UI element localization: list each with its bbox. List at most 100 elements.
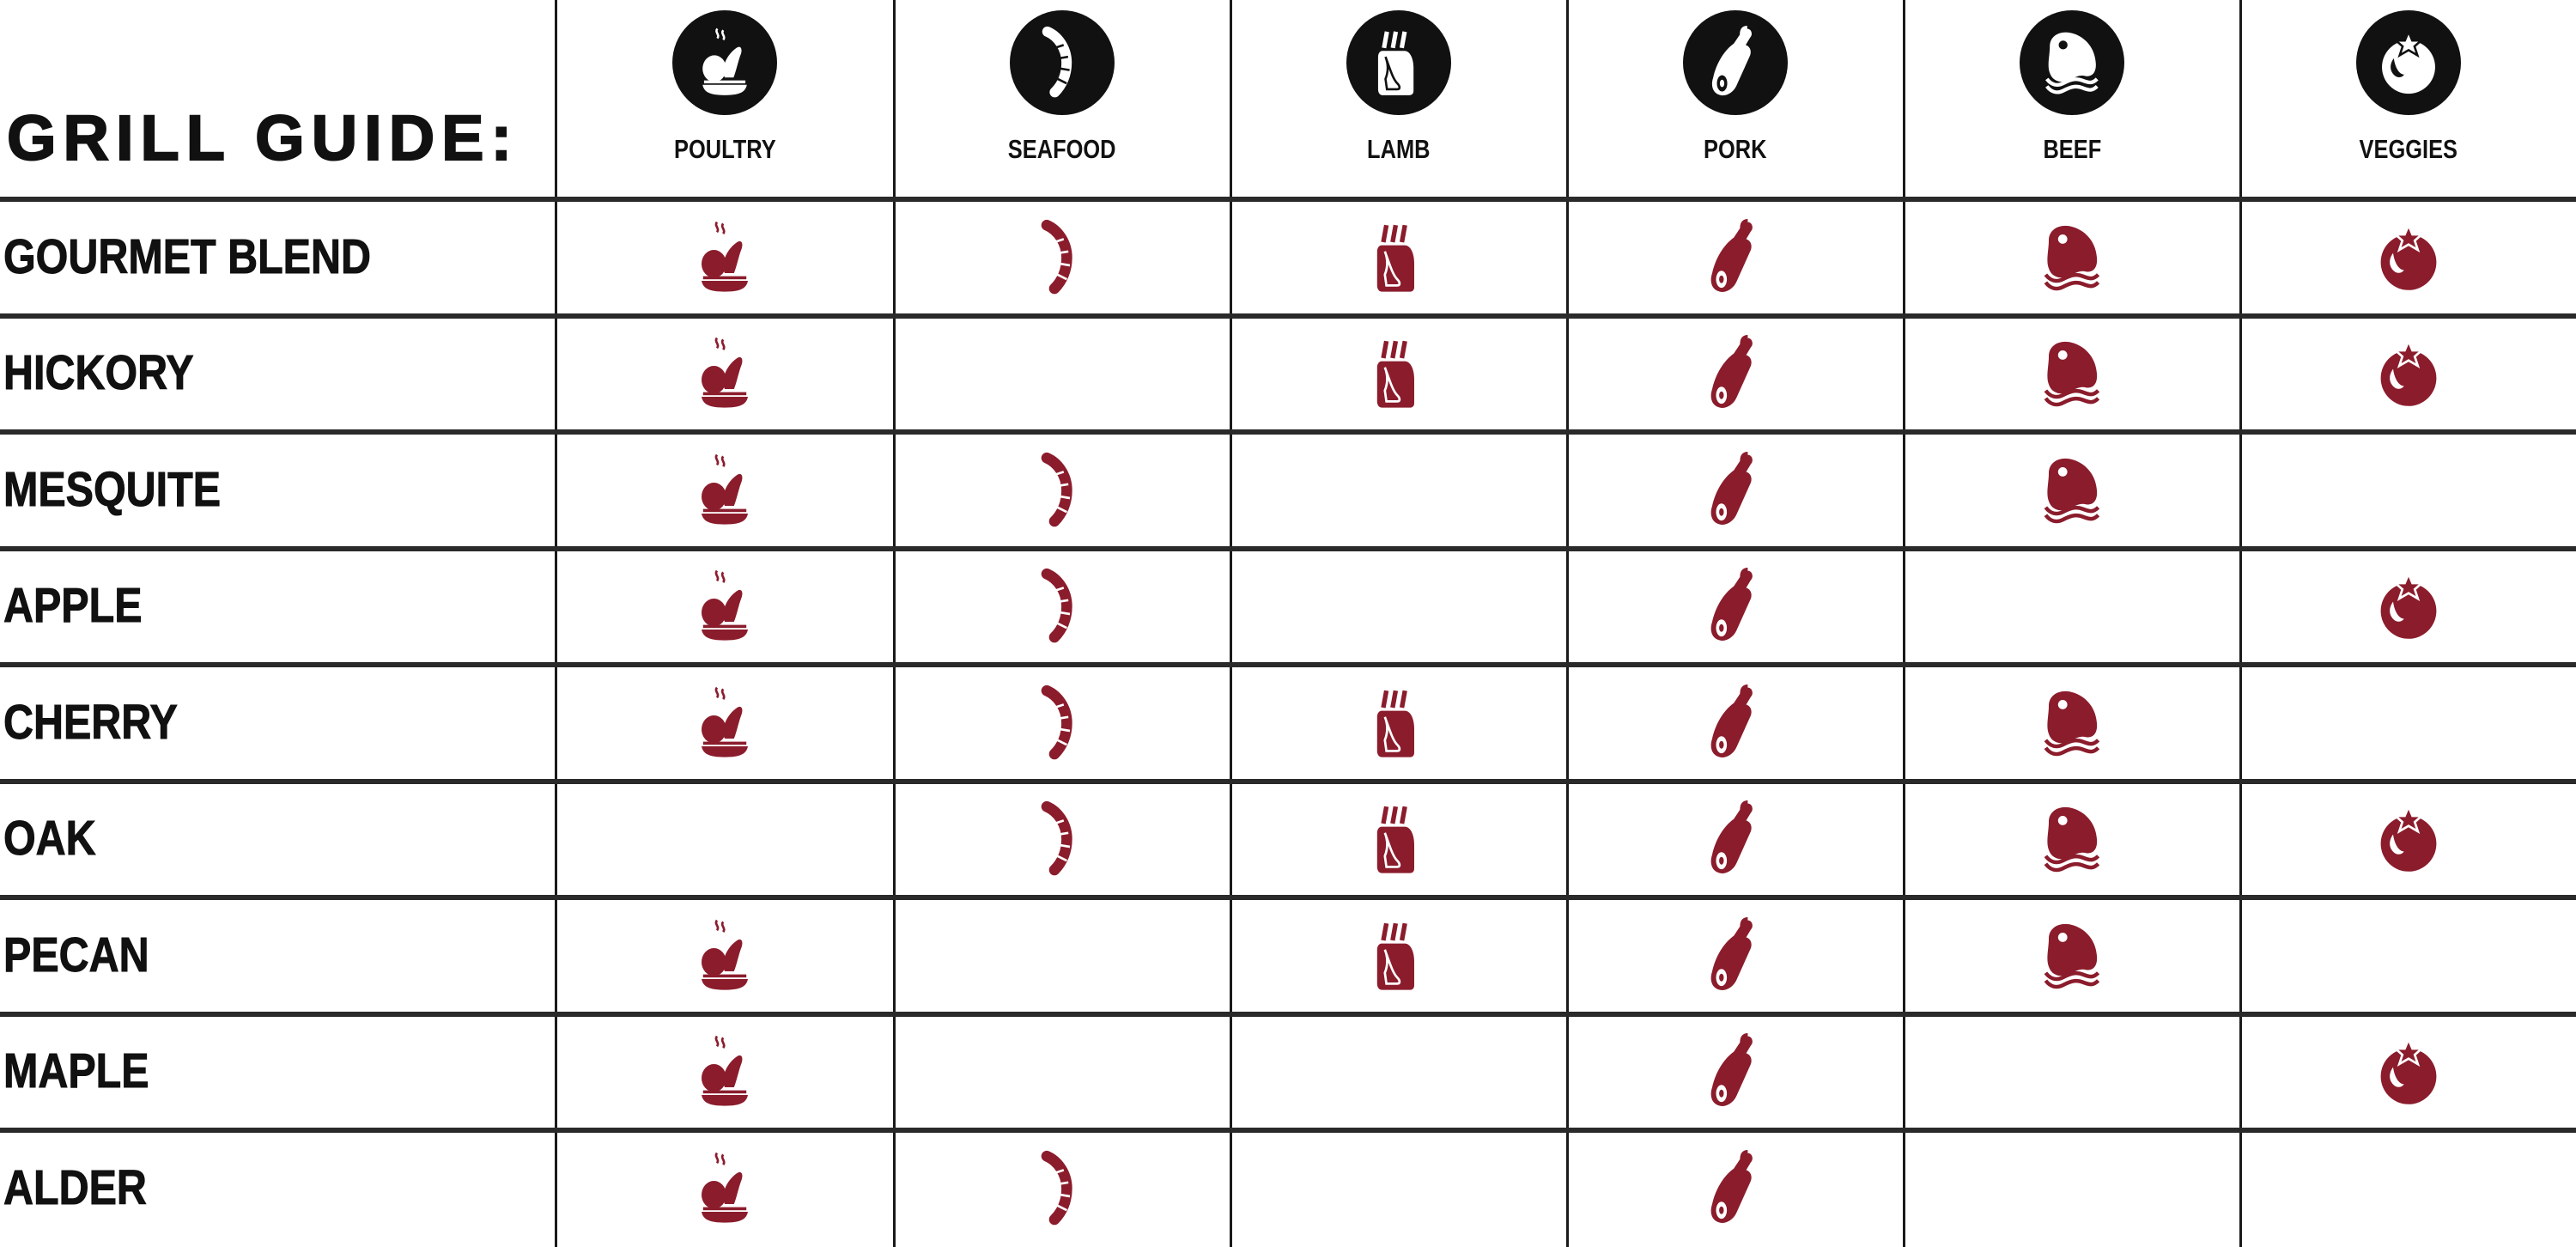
column-divider: [2239, 0, 2242, 1247]
row-divider: [0, 429, 2576, 435]
pairing-cell: [556, 665, 894, 782]
ham-icon: [1710, 335, 1753, 409]
pairing-cell: [894, 199, 1230, 316]
poultry-icon: [702, 338, 748, 408]
row-divider: [0, 313, 2576, 319]
pairing-cell: [1567, 1014, 1904, 1131]
pairing-cell: [1904, 782, 2240, 898]
ham-icon: [1710, 916, 1753, 990]
column-label: PORK: [1704, 134, 1767, 164]
pairing-cell: [1567, 1130, 1904, 1247]
row-divider: [0, 895, 2576, 900]
pairing-cell: [1904, 432, 2240, 549]
pairing-cell: [2240, 1014, 2576, 1131]
pairing-cell: [2240, 199, 2576, 316]
column-label: LAMB: [1367, 134, 1431, 164]
pairing-cell: [1230, 665, 1567, 782]
pairing-cell: [556, 316, 894, 433]
column-divider: [1230, 0, 1232, 1247]
tomato-icon: [2380, 338, 2436, 407]
pairing-cell: [1567, 549, 1904, 666]
pairing-cell: [894, 897, 1230, 1014]
pairing-cell: [1904, 316, 2240, 433]
row-label: GOURMET BLEND: [3, 228, 372, 284]
row-divider: [0, 1011, 2576, 1017]
pairing-cell: [1230, 1130, 1567, 1247]
tomato-icon: [2380, 1036, 2436, 1105]
steak-icon: [2044, 690, 2100, 756]
column-divider: [555, 0, 557, 1247]
pairing-cell: [1230, 199, 1567, 316]
pairing-cell: [1904, 665, 2240, 782]
steak-icon: [2044, 807, 2100, 873]
pairing-cell: [894, 432, 1230, 549]
shrimp-icon: [1041, 569, 1072, 643]
row-divider: [0, 1128, 2576, 1133]
column-header-veggies: VEGGIES: [2240, 0, 2576, 199]
pairing-cell: [2240, 432, 2576, 549]
pairing-cell: [2240, 782, 2576, 898]
pairing-cell: [1567, 897, 1904, 1014]
column-divider: [1566, 0, 1569, 1247]
column-divider: [1903, 0, 1905, 1247]
poultry-icon: [702, 27, 747, 95]
steak-icon: [2044, 342, 2100, 407]
pairing-cell: [1230, 432, 1567, 549]
pairing-cell: [2240, 897, 2576, 1014]
row-label: HICKORY: [3, 345, 194, 401]
pairing-cell: [556, 199, 894, 316]
row-divider: [0, 545, 2576, 551]
pairing-cell: [2240, 549, 2576, 666]
pork-badge: [1683, 10, 1788, 115]
pairing-cell: [2240, 665, 2576, 782]
column-header-lamb: LAMB: [1230, 0, 1567, 199]
pairing-cell: [894, 1014, 1230, 1131]
column-header-pork: PORK: [1567, 0, 1904, 199]
tomato-icon: [2380, 803, 2436, 873]
beef-badge: [2020, 10, 2124, 115]
row-label: ALDER: [3, 1159, 148, 1215]
shrimp-icon: [1041, 801, 1072, 876]
pairing-cell: [1567, 782, 1904, 898]
steak-icon: [2044, 458, 2100, 523]
pairing-cell: [556, 897, 894, 1014]
poultry-icon: [702, 453, 748, 525]
pairing-cell: [1230, 316, 1567, 433]
pairing-cell: [1904, 897, 2240, 1014]
tomato-icon: [2380, 222, 2436, 290]
column-label: POULTRY: [673, 134, 776, 164]
steak-icon: [2044, 923, 2100, 988]
column-header-seafood: SEAFOOD: [894, 0, 1230, 199]
poultry-badge: [672, 10, 777, 115]
ham-icon: [1710, 684, 1753, 757]
ham-icon: [1710, 1149, 1753, 1223]
pairing-cell: [556, 549, 894, 666]
pairing-cell: [894, 316, 1230, 433]
steak-icon: [2044, 225, 2100, 290]
lamb-rack-icon: [1376, 922, 1414, 990]
pairing-cell: [894, 1130, 1230, 1247]
poultry-icon: [702, 1152, 748, 1223]
pairing-cell: [1230, 782, 1567, 898]
pairing-cell: [556, 782, 894, 898]
pairing-cell: [1230, 897, 1567, 1014]
row-divider: [0, 778, 2576, 784]
poultry-icon: [702, 686, 748, 757]
row-divider: [0, 662, 2576, 667]
row-label: PECAN: [3, 927, 149, 982]
lamb-rack-icon: [1376, 806, 1414, 873]
row-label: APPLE: [3, 578, 143, 634]
poultry-icon: [702, 1036, 748, 1106]
lamb-rack-icon: [1377, 31, 1414, 95]
column-header-beef: BEEF: [1904, 0, 2240, 199]
tomato-icon: [2381, 28, 2435, 94]
poultry-icon: [702, 221, 748, 292]
pairing-cell: [894, 782, 1230, 898]
pairing-cell: [1904, 549, 2240, 666]
ham-icon: [1711, 26, 1752, 96]
ham-icon: [1710, 1033, 1753, 1107]
pairing-cell: [894, 549, 1230, 666]
pairing-cell: [2240, 1130, 2576, 1247]
ham-icon: [1710, 451, 1753, 525]
shrimp-icon: [1041, 684, 1072, 760]
